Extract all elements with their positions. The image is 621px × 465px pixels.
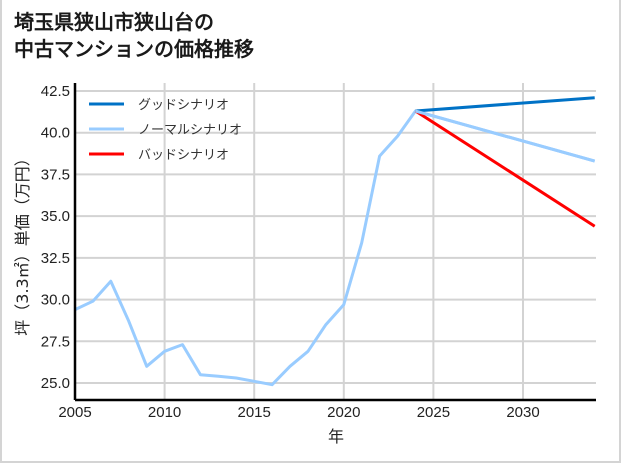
legend-label: グッドシナリオ xyxy=(138,98,229,113)
normal-scenario-line xyxy=(415,109,596,163)
y-tick-label: 25.0 xyxy=(41,375,70,392)
series-line xyxy=(414,109,596,228)
x-axis-label: 年 xyxy=(328,427,344,446)
y-tick-label: 27.5 xyxy=(41,333,70,350)
y-tick-label: 32.5 xyxy=(41,250,70,267)
y-tick-label: 40.0 xyxy=(41,125,70,142)
grid-lines xyxy=(75,83,596,400)
data-lines xyxy=(74,96,596,387)
chart-title: 埼玉県狭山市狭山台の 中古マンションの価格推移 xyxy=(14,9,254,63)
x-tick-label: 2010 xyxy=(148,404,181,421)
legend-item: バッドシナリオ xyxy=(89,148,229,163)
x-tick-label: 2020 xyxy=(327,404,360,421)
y-tick-label: 37.5 xyxy=(41,166,70,183)
x-tick-labels: 2005 2010 2015 2020 2025 2030 xyxy=(58,404,539,421)
legend-label: バッドシナリオ xyxy=(138,148,229,163)
x-tick-label: 2025 xyxy=(417,404,450,421)
chart-title-line1: 埼玉県狭山市狭山台の xyxy=(14,10,214,34)
legend-label: ノーマルシナリオ xyxy=(138,123,242,138)
y-tick-label: 35.0 xyxy=(41,208,70,225)
y-tick-label: 30.0 xyxy=(41,292,70,309)
chart-title-line2: 中古マンションの価格推移 xyxy=(14,37,254,61)
y-tick-label: 42.5 xyxy=(41,83,70,100)
x-tick-label: 2015 xyxy=(238,404,271,421)
series-line xyxy=(415,96,595,113)
legend-item: ノーマルシナリオ xyxy=(89,123,242,138)
y-axis-label: 坪（3.3㎡）単価（万円） xyxy=(13,150,32,335)
y-tick-labels: 25.0 27.5 30.0 32.5 35.0 37.5 40.0 42.5 xyxy=(41,83,70,392)
x-tick-label: 2030 xyxy=(506,404,539,421)
axes xyxy=(73,83,596,402)
legend-item: グッドシナリオ xyxy=(89,98,229,113)
x-tick-label: 2005 xyxy=(58,404,91,421)
series-line xyxy=(74,109,596,387)
